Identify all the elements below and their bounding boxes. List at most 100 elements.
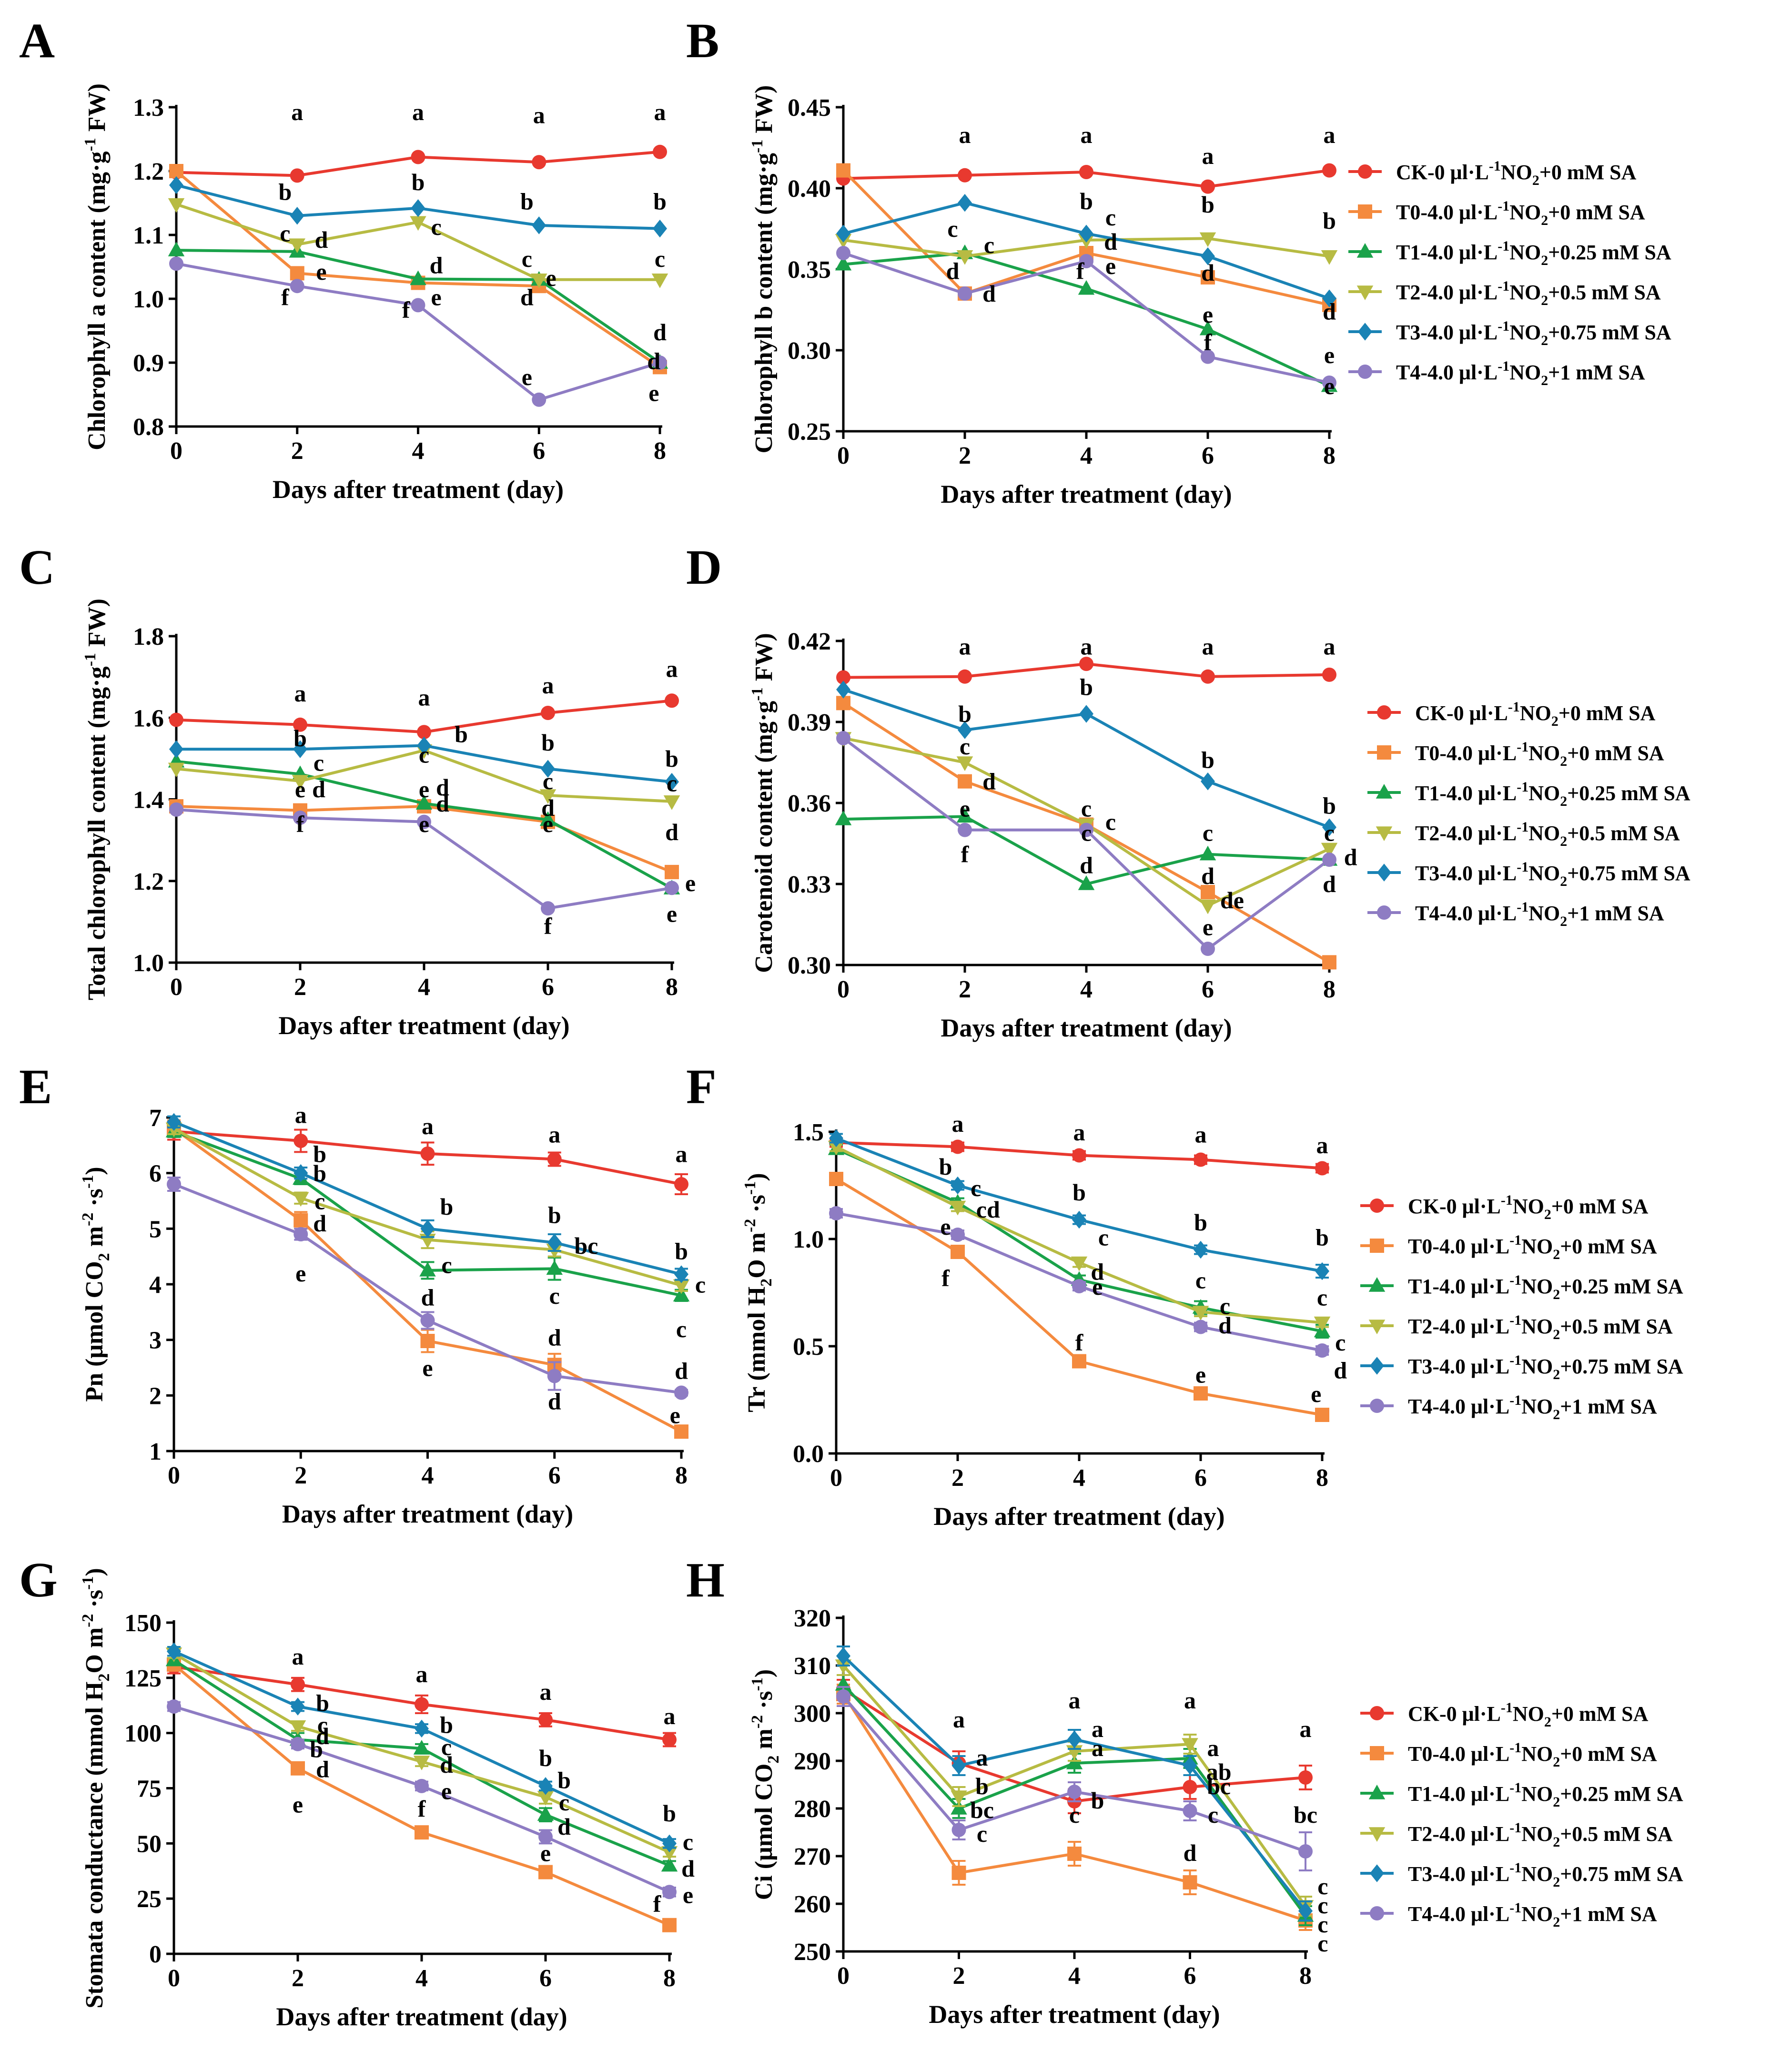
significance-letter: b <box>310 1736 323 1763</box>
data-point <box>541 760 555 778</box>
x-axis-label: Days after treatment (day) <box>941 1014 1232 1042</box>
significance-letter: d <box>315 226 328 253</box>
y-tick-label: 2 <box>149 1382 162 1410</box>
significance-letter: d <box>647 347 660 374</box>
y-tick-label: 0.30 <box>788 337 831 365</box>
y-tick-label: 280 <box>794 1796 831 1823</box>
x-tick-label: 4 <box>422 1462 434 1489</box>
data-point <box>951 1790 967 1805</box>
x-tick-label: 4 <box>415 1965 428 1992</box>
data-point <box>1321 250 1338 265</box>
panel-h: H 250 260 270 280 290 300 310 320 0 2 4 6 8 Days after… <box>686 1553 1683 2029</box>
significance-letter: c <box>971 1175 981 1201</box>
significance-letter: c <box>1081 819 1092 846</box>
legend-marker <box>1377 905 1391 920</box>
significance-letter: f <box>418 1796 426 1822</box>
legend: CK-0 μl·L-1NO2+0 mM SA T0-4.0 μl·L-1NO2+0… <box>1367 699 1690 929</box>
data-point <box>1199 320 1216 335</box>
data-point <box>674 1177 688 1191</box>
significance-letter: e <box>419 776 429 802</box>
significance-letter: b <box>316 1689 329 1716</box>
data-point <box>674 1424 688 1439</box>
panel-e: E 1 2 3 4 5 6 7 0 2 4 6 8 Days after treatment (day) P… <box>19 1059 706 1528</box>
data-point <box>169 176 183 194</box>
data-point <box>291 1697 305 1716</box>
legend-marker <box>1370 1906 1384 1920</box>
x-tick-label: 0 <box>170 437 182 465</box>
x-tick-label: 2 <box>953 1962 965 1990</box>
legend-marker <box>1370 1399 1384 1413</box>
y-tick-label: 3 <box>149 1327 162 1354</box>
data-point <box>293 811 307 825</box>
significance-letter: b <box>455 721 468 748</box>
x-tick-label: 6 <box>1184 1962 1196 1990</box>
significance-letter: a <box>548 1121 560 1148</box>
y-tick-label: 0.42 <box>788 628 831 655</box>
y-tick-label: 0.40 <box>788 175 831 203</box>
legend-marker <box>1377 745 1391 760</box>
series-t2 <box>828 1140 1331 1331</box>
data-point <box>951 1757 966 1775</box>
y-tick-label: 125 <box>124 1665 162 1692</box>
data-point <box>415 1719 429 1738</box>
data-point <box>836 670 850 685</box>
data-point <box>538 1865 553 1879</box>
y-tick-label: 0.39 <box>788 709 831 736</box>
data-point <box>1298 1902 1313 1920</box>
significance-letter: b <box>313 1140 326 1167</box>
significance-letter: a <box>1073 1119 1085 1146</box>
data-point <box>1079 823 1093 837</box>
significance-letter: c <box>1105 809 1116 835</box>
significance-letter: c <box>683 1828 693 1855</box>
significance-letter: a <box>666 656 678 682</box>
data-point <box>1322 853 1336 867</box>
significance-letter: a <box>1195 1121 1207 1148</box>
significance-letter: c <box>695 1271 706 1298</box>
data-point <box>290 279 304 294</box>
data-point <box>951 1866 966 1880</box>
y-tick-label: 1.8 <box>133 623 164 650</box>
significance-letter: c <box>549 1282 560 1309</box>
data-point <box>532 155 546 170</box>
data-point <box>532 216 546 234</box>
y-axis-label: Chlorophyll b content (mg·g-1 FW) <box>749 85 778 454</box>
y-tick-label: 0 <box>149 1941 162 1968</box>
series-line <box>835 1145 1323 1324</box>
panel-letter: G <box>19 1553 58 1607</box>
data-point <box>651 274 668 288</box>
data-point <box>1199 845 1216 861</box>
y-tick-label: 1.2 <box>133 868 164 895</box>
x-tick-label: 6 <box>533 437 545 465</box>
significance-letter: a <box>533 102 545 129</box>
data-point <box>417 725 431 740</box>
y-tick-label: 250 <box>794 1939 831 1966</box>
series-t0 <box>169 164 667 375</box>
significance-letter: d <box>440 1751 453 1778</box>
significance-letter: a <box>1092 1716 1103 1742</box>
data-point <box>958 721 972 739</box>
series-t4 <box>836 731 1336 956</box>
legend-label: T2-4.0 μl·L-1NO2+0.5 mM SA <box>1415 819 1680 849</box>
panel-letter: H <box>686 1553 725 1607</box>
panel-b: B 0.25 0.30 0.35 0.40 0.45 0 2 4 6 8 Days after tre… <box>686 13 1671 508</box>
x-tick-label: 4 <box>1080 442 1093 469</box>
significance-letter: a <box>1184 1687 1196 1714</box>
x-tick-label: 4 <box>1080 976 1093 1003</box>
legend-label: T0-4.0 μl·L-1NO2+0 mM SA <box>1396 198 1645 228</box>
significance-letter: a <box>1316 1132 1328 1158</box>
legend-marker <box>1358 164 1372 179</box>
significance-letter: d <box>982 768 996 795</box>
significance-letter: e <box>1092 1273 1103 1300</box>
series-ck <box>836 657 1336 685</box>
data-point <box>1322 667 1336 682</box>
data-point <box>951 1800 967 1815</box>
significance-letter: c <box>1081 795 1092 822</box>
y-tick-label: 290 <box>794 1748 831 1775</box>
y-tick-label: 0.35 <box>788 256 831 284</box>
y-tick-label: 6 <box>149 1160 162 1188</box>
significance-letter: b <box>1201 191 1214 218</box>
data-point <box>167 1699 181 1714</box>
y-tick-label: 0.9 <box>133 350 164 377</box>
significance-letter: e <box>1311 1381 1321 1407</box>
significance-letter: a <box>1207 1735 1219 1761</box>
